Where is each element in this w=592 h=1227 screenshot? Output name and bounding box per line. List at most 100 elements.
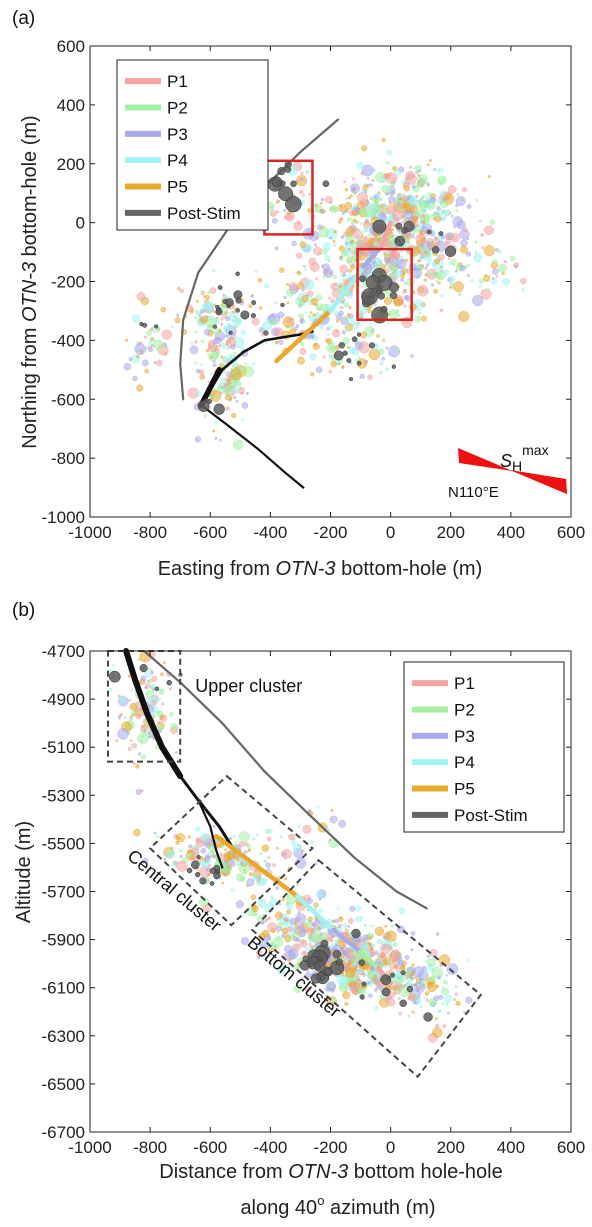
event-point [140, 734, 145, 738]
event-point [345, 928, 349, 932]
event-point [352, 322, 360, 330]
event-point [452, 216, 463, 227]
post-stim-event [290, 180, 297, 188]
event-point [240, 936, 249, 946]
event-point [131, 314, 140, 323]
post-stim-event [406, 985, 414, 993]
post-stim-event [359, 275, 366, 283]
event-point [434, 1017, 438, 1021]
event-point [369, 183, 373, 187]
event-point [241, 402, 249, 409]
event-point [250, 294, 254, 298]
event-point [230, 858, 234, 862]
event-point [446, 963, 459, 975]
post-stim-event [213, 403, 225, 415]
panel-b-label: (b) [12, 600, 35, 621]
event-point [269, 318, 277, 326]
y-tick-label: -4700 [42, 642, 85, 661]
event-point [316, 805, 320, 809]
event-point [429, 159, 432, 162]
event-point [380, 943, 391, 955]
event-point [257, 277, 263, 283]
event-point [333, 230, 337, 234]
event-point [384, 999, 389, 1003]
event-point [444, 242, 449, 247]
event-point [355, 958, 359, 962]
x-tick-label: 400 [497, 1138, 525, 1157]
event-point [203, 295, 206, 299]
event-point [159, 716, 163, 721]
post-stim-event [380, 305, 388, 313]
event-point [156, 724, 160, 728]
event-point [450, 259, 457, 266]
event-point [374, 926, 385, 936]
event-point [436, 206, 441, 211]
event-point [251, 317, 260, 326]
post-stim-event [361, 288, 379, 305]
event-point [270, 895, 274, 899]
event-point [259, 920, 265, 925]
event-point [462, 227, 468, 233]
event-point [223, 383, 228, 387]
event-point [156, 710, 161, 714]
event-point [309, 971, 313, 975]
event-point [173, 861, 178, 865]
y-tick-label: -6100 [42, 979, 85, 998]
event-point [212, 429, 216, 433]
event-point [212, 853, 217, 859]
event-point [241, 418, 245, 422]
event-point [351, 228, 361, 238]
stim-segment-p2 [358, 949, 381, 971]
well-trajectory-otn-1 [197, 798, 224, 869]
event-point [248, 872, 253, 877]
event-point [521, 288, 525, 292]
event-point [373, 261, 382, 270]
event-point [299, 342, 305, 347]
event-point [350, 264, 354, 268]
post-stim-event [423, 1012, 433, 1022]
event-point [241, 912, 245, 916]
event-point [424, 960, 428, 964]
event-point [328, 354, 334, 359]
event-point [498, 250, 502, 254]
event-point [233, 395, 237, 400]
event-point [232, 310, 236, 314]
event-point [367, 933, 371, 937]
event-point [242, 365, 255, 378]
event-point [401, 195, 408, 202]
event-point [393, 942, 398, 947]
event-point [263, 283, 270, 289]
event-point [130, 688, 134, 692]
event-point [129, 717, 133, 721]
event-point [179, 854, 183, 859]
event-point [243, 849, 248, 854]
event-point [191, 847, 200, 855]
event-point [283, 295, 287, 300]
event-point [212, 824, 216, 828]
event-point [417, 199, 429, 211]
event-point [193, 316, 198, 320]
legend-label: Post-Stim [167, 204, 241, 223]
post-stim-event [426, 229, 432, 235]
event-point [431, 967, 444, 979]
event-point [235, 399, 239, 403]
event-point [132, 762, 136, 766]
event-point [354, 358, 359, 363]
event-point [203, 414, 207, 418]
event-point [213, 303, 217, 307]
event-point [146, 330, 153, 336]
event-point [413, 212, 417, 216]
event-point [129, 739, 133, 743]
event-point [135, 355, 140, 359]
event-point [346, 255, 356, 266]
event-point [348, 196, 352, 200]
event-point [300, 923, 304, 927]
event-point [176, 860, 188, 872]
event-point [151, 675, 158, 683]
event-point [295, 928, 302, 935]
event-point [387, 961, 391, 965]
event-point [279, 267, 285, 273]
event-point [422, 220, 426, 224]
post-stim-event [438, 231, 444, 237]
event-point [150, 685, 155, 691]
